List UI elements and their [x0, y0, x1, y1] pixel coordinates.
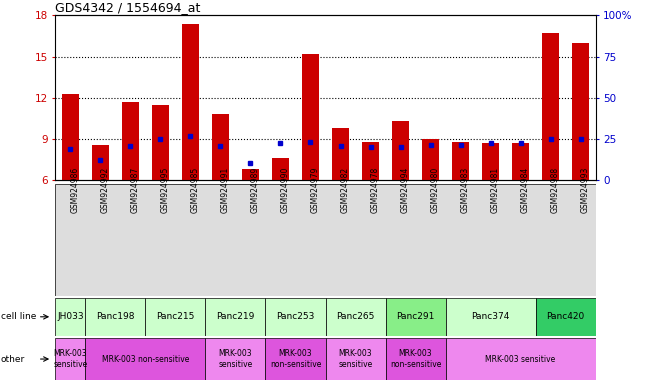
Text: GSM924994: GSM924994	[400, 167, 409, 213]
Bar	[55, 338, 85, 380]
Bar	[272, 159, 289, 180]
Bar	[92, 145, 109, 180]
Bar	[445, 338, 596, 380]
Text: GSM924988: GSM924988	[551, 167, 560, 213]
Text: Panc215: Panc215	[156, 312, 195, 321]
Text: GSM924978: GSM924978	[370, 167, 380, 213]
Text: GSM924993: GSM924993	[581, 167, 590, 213]
Text: GSM924979: GSM924979	[311, 167, 320, 213]
Bar	[512, 143, 529, 180]
Text: MRK-003
non-sensitive: MRK-003 non-sensitive	[270, 349, 321, 369]
Text: Panc374: Panc374	[471, 312, 510, 321]
Text: Panc420: Panc420	[547, 312, 585, 321]
Bar	[393, 121, 409, 180]
Text: JH033: JH033	[57, 312, 84, 321]
Bar	[536, 298, 596, 336]
Text: MRK-003
sensitive: MRK-003 sensitive	[218, 349, 253, 369]
Bar	[385, 298, 445, 336]
Bar	[422, 139, 439, 180]
Text: GSM924987: GSM924987	[130, 167, 139, 213]
Text: other: other	[1, 354, 25, 364]
Bar	[266, 338, 326, 380]
Bar	[212, 114, 229, 180]
Text: MRK-003 sensitive: MRK-003 sensitive	[486, 354, 556, 364]
Bar	[482, 143, 499, 180]
Bar	[206, 338, 266, 380]
Text: GSM924982: GSM924982	[340, 167, 350, 213]
Text: cell line: cell line	[1, 312, 36, 321]
Bar	[266, 298, 326, 336]
Bar	[182, 24, 199, 180]
Text: GSM924981: GSM924981	[491, 167, 499, 213]
Bar	[332, 128, 349, 180]
Text: GSM924986: GSM924986	[70, 167, 79, 213]
Text: Panc198: Panc198	[96, 312, 135, 321]
Bar	[326, 338, 385, 380]
Text: GSM924989: GSM924989	[251, 167, 260, 213]
Bar	[85, 298, 145, 336]
Text: GSM924990: GSM924990	[281, 167, 290, 213]
Text: Panc265: Panc265	[337, 312, 375, 321]
Bar	[122, 102, 139, 180]
Text: GSM924991: GSM924991	[221, 167, 229, 213]
Text: GSM924992: GSM924992	[100, 167, 109, 213]
Bar	[326, 298, 385, 336]
Bar	[152, 105, 169, 180]
Bar	[206, 298, 266, 336]
Bar	[145, 298, 206, 336]
Bar	[85, 338, 206, 380]
Text: MRK-003 non-sensitive: MRK-003 non-sensitive	[102, 354, 189, 364]
Bar	[572, 43, 589, 180]
Bar	[302, 54, 319, 180]
Bar	[62, 94, 79, 180]
Text: Panc253: Panc253	[276, 312, 314, 321]
Bar	[445, 298, 536, 336]
Bar	[242, 169, 258, 180]
Text: MRK-003
sensitive: MRK-003 sensitive	[339, 349, 372, 369]
Bar	[385, 338, 445, 380]
Bar	[452, 142, 469, 180]
Text: GSM924984: GSM924984	[521, 167, 530, 213]
Text: MRK-003
sensitive: MRK-003 sensitive	[53, 349, 87, 369]
Text: Panc291: Panc291	[396, 312, 435, 321]
Text: MRK-003
non-sensitive: MRK-003 non-sensitive	[390, 349, 441, 369]
Text: Panc219: Panc219	[216, 312, 255, 321]
Text: GDS4342 / 1554694_at: GDS4342 / 1554694_at	[55, 1, 201, 14]
Bar	[542, 33, 559, 180]
Text: GSM924980: GSM924980	[430, 167, 439, 213]
Text: GSM924985: GSM924985	[191, 167, 199, 213]
Bar	[55, 298, 85, 336]
Bar	[362, 142, 379, 180]
Text: GSM924983: GSM924983	[461, 167, 469, 213]
Text: GSM924995: GSM924995	[160, 167, 169, 213]
